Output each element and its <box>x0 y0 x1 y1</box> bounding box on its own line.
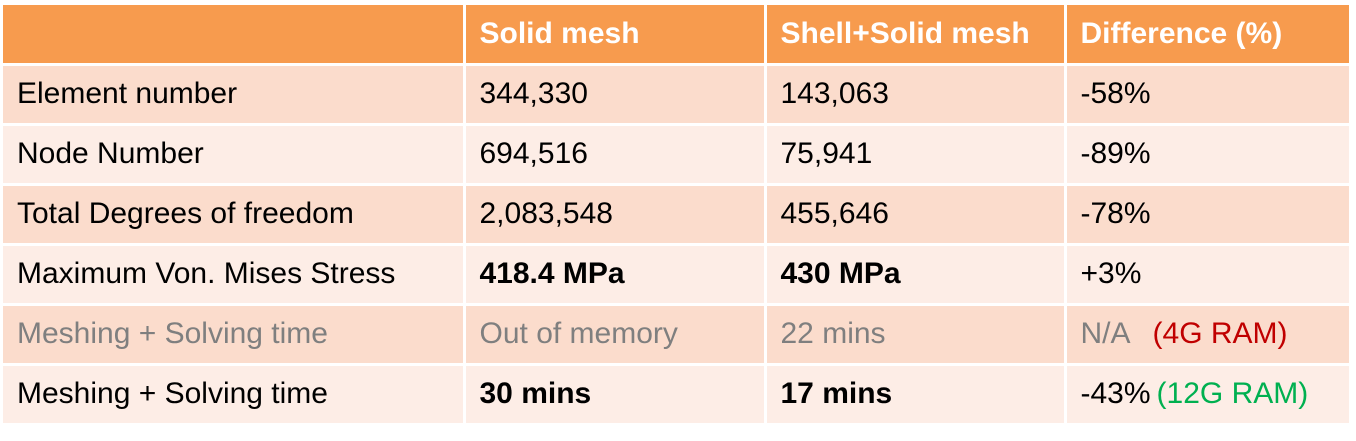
ram-note: (12G RAM) <box>1156 377 1309 410</box>
table-row: Node Number 694,516 75,941 -89% <box>3 124 1352 186</box>
row-label: Meshing + Solving time <box>3 304 466 366</box>
shell-value: 455,646 <box>765 184 1067 246</box>
header-solid-mesh: Solid mesh <box>464 5 767 66</box>
ram-note: (4G RAM) <box>1152 317 1288 350</box>
header-row: Solid mesh Shell+Solid mesh Difference (… <box>3 5 1352 66</box>
diff-value: +3% <box>1065 244 1352 306</box>
shell-value: 22 mins <box>765 304 1067 366</box>
solid-value: 2,083,548 <box>464 184 767 246</box>
row-label: Total Degrees of freedom <box>3 184 466 246</box>
mesh-comparison-table: Solid mesh Shell+Solid mesh Difference (… <box>3 5 1352 426</box>
table-row: Meshing + Solving time Out of memory 22 … <box>3 304 1352 366</box>
row-label: Meshing + Solving time <box>3 364 466 426</box>
table-row: Meshing + Solving time 30 mins 17 mins -… <box>3 364 1352 426</box>
header-difference: Difference (%) <box>1065 5 1352 66</box>
solid-value: 694,516 <box>464 124 767 186</box>
table-row: Element number 344,330 143,063 -58% <box>3 64 1352 126</box>
diff-value: -78% <box>1065 184 1352 246</box>
table-row: Total Degrees of freedom 2,083,548 455,6… <box>3 184 1352 246</box>
row-label: Maximum Von. Mises Stress <box>3 244 466 306</box>
diff-value: -43% <box>1080 377 1151 410</box>
row-label: Element number <box>3 64 466 126</box>
shell-value: 17 mins <box>765 364 1067 426</box>
shell-value: 75,941 <box>765 124 1067 186</box>
shell-value: 143,063 <box>765 64 1067 126</box>
diff-cell: -43% (12G RAM) <box>1065 364 1352 426</box>
table-row: Maximum Von. Mises Stress 418.4 MPa 430 … <box>3 244 1352 306</box>
shell-value: 430 MPa <box>765 244 1067 306</box>
comparison-table-container: Solid mesh Shell+Solid mesh Difference (… <box>3 5 1352 426</box>
diff-cell: N/A (4G RAM) <box>1065 304 1352 366</box>
header-shell-solid-mesh: Shell+Solid mesh <box>765 5 1067 66</box>
diff-value: N/A <box>1080 317 1131 350</box>
solid-value: 344,330 <box>464 64 767 126</box>
solid-value: 30 mins <box>464 364 767 426</box>
row-label: Node Number <box>3 124 466 186</box>
header-empty <box>3 5 466 66</box>
diff-value: -89% <box>1065 124 1352 186</box>
diff-value: -58% <box>1065 64 1352 126</box>
solid-value: 418.4 MPa <box>464 244 767 306</box>
solid-value: Out of memory <box>464 304 767 366</box>
